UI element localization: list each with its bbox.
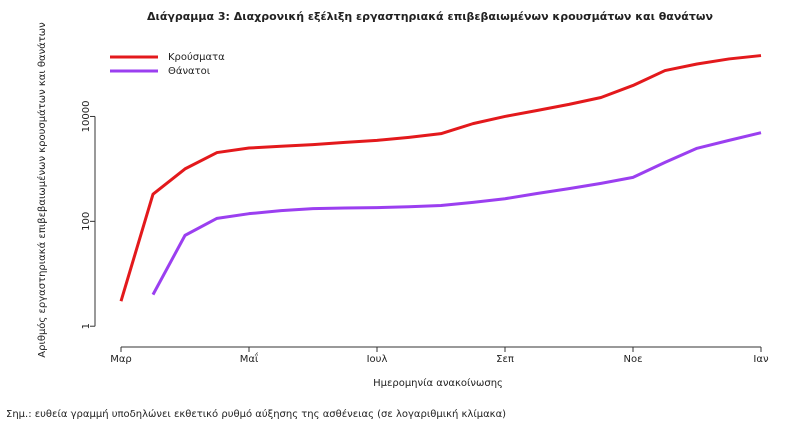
legend-label: Κρούσματα <box>168 51 225 63</box>
legend-label: Θάνατοι <box>168 65 211 77</box>
x-axis-label: Ημερομηνία ανακοίνωσης <box>373 377 503 389</box>
y-tick-label: 1 <box>81 323 92 329</box>
series-line <box>119 54 762 302</box>
series-line <box>151 131 762 296</box>
x-tick-label: Μαΐ <box>240 351 259 365</box>
y-tick-label: 100 <box>81 212 92 231</box>
chart-title: Διάγραμμα 3: Διαχρονική εξέλιξη εργαστηρ… <box>147 10 713 23</box>
x-tick-label: Ιαν <box>753 354 769 365</box>
note: Σημ.: ευθεία γραμμή υποδηλώνει εκθετικό … <box>6 408 506 420</box>
y-axis-label: Αριθμός εργαστηριακά επιβεβαιωμένων κρου… <box>36 22 48 358</box>
x-tick-label: Μαρ <box>110 354 132 365</box>
y-tick-label: 10000 <box>81 101 92 133</box>
x-tick-label: Νοε <box>623 354 642 365</box>
x-tick-label: Σεπ <box>496 354 514 365</box>
x-tick-label: Ιουλ <box>367 354 388 365</box>
